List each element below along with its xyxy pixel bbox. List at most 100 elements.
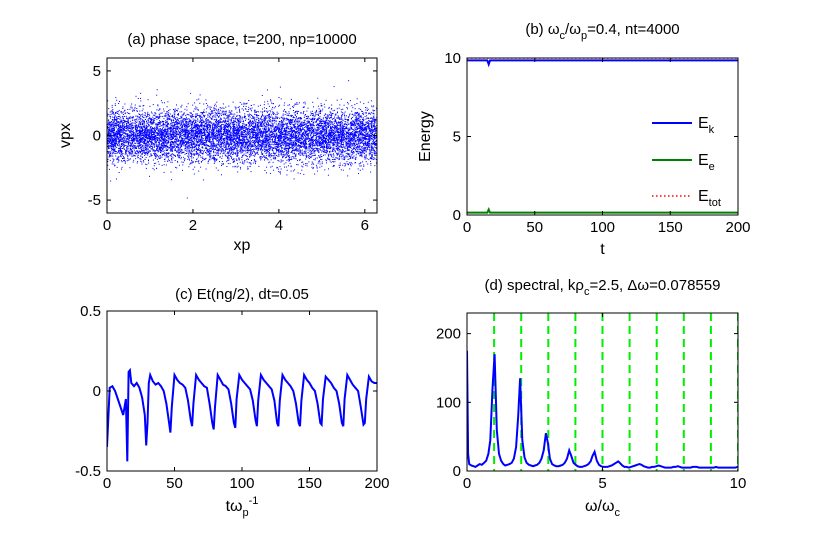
- scatter-point: [244, 103, 246, 105]
- scatter-point: [145, 127, 147, 129]
- scatter-point: [162, 116, 164, 118]
- scatter-point: [206, 149, 208, 151]
- scatter-point: [371, 154, 373, 156]
- scatter-point: [315, 135, 317, 136]
- scatter-point: [220, 146, 222, 148]
- scatter-point: [368, 154, 370, 156]
- scatter-point: [307, 115, 309, 117]
- scatter-point: [241, 141, 243, 143]
- scatter-point: [121, 120, 123, 122]
- scatter-point: [119, 118, 121, 120]
- scatter-point: [267, 115, 269, 117]
- scatter-point: [219, 115, 220, 117]
- scatter-point: [343, 139, 345, 141]
- scatter-point: [284, 135, 286, 137]
- scatter-point: [118, 149, 120, 151]
- scatter-point: [265, 131, 267, 133]
- scatter-point: [299, 149, 301, 151]
- scatter-point: [132, 161, 134, 163]
- scatter-point: [170, 146, 172, 148]
- scatter-point: [251, 129, 253, 131]
- scatter-point: [154, 157, 156, 159]
- scatter-point: [256, 115, 257, 117]
- scatter-point: [230, 121, 232, 123]
- scatter-point: [218, 152, 220, 154]
- scatter-point: [108, 151, 110, 153]
- scatter-point: [271, 116, 273, 118]
- scatter-point: [364, 139, 366, 141]
- scatter-point: [133, 149, 135, 151]
- scatter-point: [208, 160, 209, 162]
- scatter-point: [150, 139, 152, 140]
- scatter-point: [182, 143, 184, 145]
- scatter-point: [137, 136, 139, 138]
- scatter-point: [225, 140, 227, 142]
- scatter-point: [226, 148, 228, 150]
- scatter-point: [113, 148, 115, 150]
- scatter-point: [237, 165, 239, 167]
- scatter-point: [272, 147, 274, 149]
- scatter-point: [207, 114, 208, 116]
- scatter-point: [107, 158, 109, 160]
- scatter-point: [218, 121, 220, 123]
- scatter-point: [326, 160, 328, 162]
- scatter-point: [203, 129, 205, 131]
- scatter-point: [358, 112, 360, 114]
- scatter-point: [120, 119, 122, 121]
- scatter-point: [129, 136, 131, 138]
- scatter-point: [195, 124, 197, 126]
- scatter-point: [132, 148, 134, 150]
- scatter-point: [170, 161, 172, 163]
- scatter-point: [300, 150, 302, 152]
- scatter-point: [194, 129, 196, 131]
- scatter-point: [145, 139, 147, 140]
- scatter-point: [120, 130, 122, 132]
- scatter-point: [143, 117, 145, 119]
- scatter-point: [248, 154, 250, 156]
- scatter-point: [144, 152, 146, 154]
- scatter-point: [211, 131, 213, 133]
- scatter-point: [113, 133, 115, 135]
- scatter-point: [324, 149, 326, 151]
- scatter-point: [359, 101, 361, 103]
- scatter-point: [192, 129, 194, 131]
- scatter-point: [238, 134, 240, 136]
- scatter-point: [262, 154, 264, 155]
- scatter-point: [324, 116, 326, 118]
- scatter-point: [116, 118, 118, 120]
- scatter-point: [233, 152, 235, 154]
- scatter-point: [296, 135, 297, 136]
- scatter-point: [331, 116, 332, 118]
- scatter-point: [225, 147, 227, 149]
- scatter-point: [178, 149, 180, 151]
- scatter-point: [285, 162, 287, 164]
- scatter-point: [283, 131, 285, 132]
- scatter-point: [144, 131, 146, 133]
- scatter-point: [156, 115, 158, 117]
- scatter-point: [269, 138, 271, 140]
- scatter-point: [294, 121, 296, 123]
- scatter-point: [327, 147, 329, 148]
- scatter-point: [210, 158, 212, 160]
- scatter-point: [325, 133, 327, 135]
- scatter-point: [274, 122, 276, 124]
- scatter-point: [147, 99, 149, 101]
- scatter-point: [356, 122, 357, 124]
- scatter-point: [232, 159, 233, 161]
- scatter-point: [337, 124, 339, 126]
- scatter-point: [347, 108, 348, 110]
- scatter-point: [268, 162, 270, 164]
- scatter-point: [116, 132, 118, 134]
- scatter-point: [334, 150, 336, 152]
- scatter-point: [362, 121, 364, 123]
- scatter-point: [249, 143, 251, 145]
- scatter-point: [245, 126, 247, 128]
- scatter-point: [231, 139, 233, 141]
- scatter-point: [328, 153, 330, 155]
- scatter-point: [270, 172, 271, 174]
- scatter-point: [187, 141, 189, 142]
- scatter-point: [189, 129, 191, 131]
- scatter-point: [145, 139, 147, 141]
- scatter-point: [280, 134, 282, 136]
- scatter-point: [326, 117, 328, 119]
